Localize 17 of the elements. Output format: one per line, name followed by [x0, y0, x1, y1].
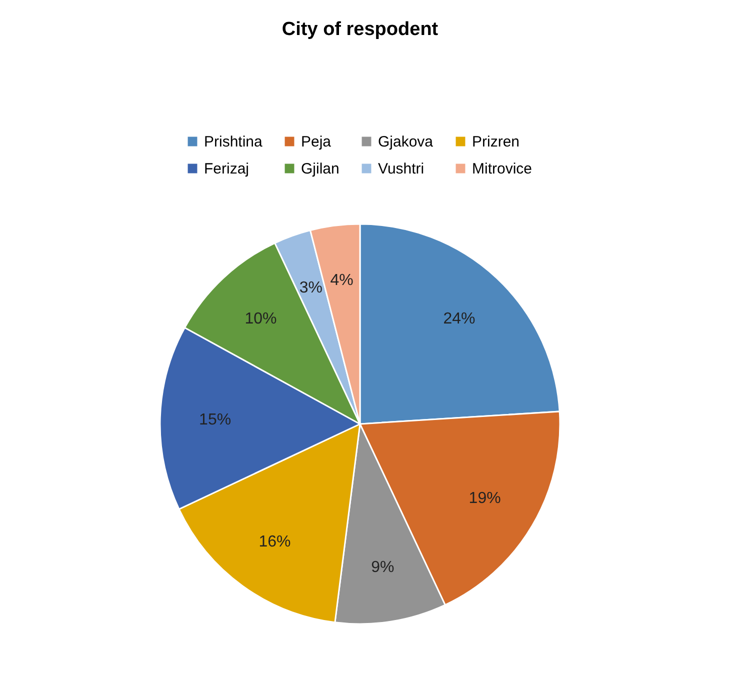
data-label: 3% [299, 280, 322, 297]
legend-label: Mitrovice [472, 160, 532, 178]
legend-label: Gjilan [301, 160, 340, 178]
legend-label: Vushtri [378, 160, 424, 178]
legend-label: Peja [301, 134, 332, 151]
data-label: 10% [244, 310, 277, 328]
legend-label: Ferizaj [204, 160, 250, 178]
data-label: 4% [330, 272, 354, 290]
data-label: 16% [258, 533, 291, 550]
data-label: 9% [371, 559, 394, 576]
data-label: 19% [468, 490, 501, 507]
chart-title: City of respodent [282, 19, 439, 40]
data-label: 15% [199, 411, 232, 428]
legend-label: Prizren [472, 134, 520, 151]
data-label: 24% [443, 310, 476, 328]
legend-label: Gjakova [378, 134, 434, 151]
legend-label: Prishtina [204, 134, 264, 151]
